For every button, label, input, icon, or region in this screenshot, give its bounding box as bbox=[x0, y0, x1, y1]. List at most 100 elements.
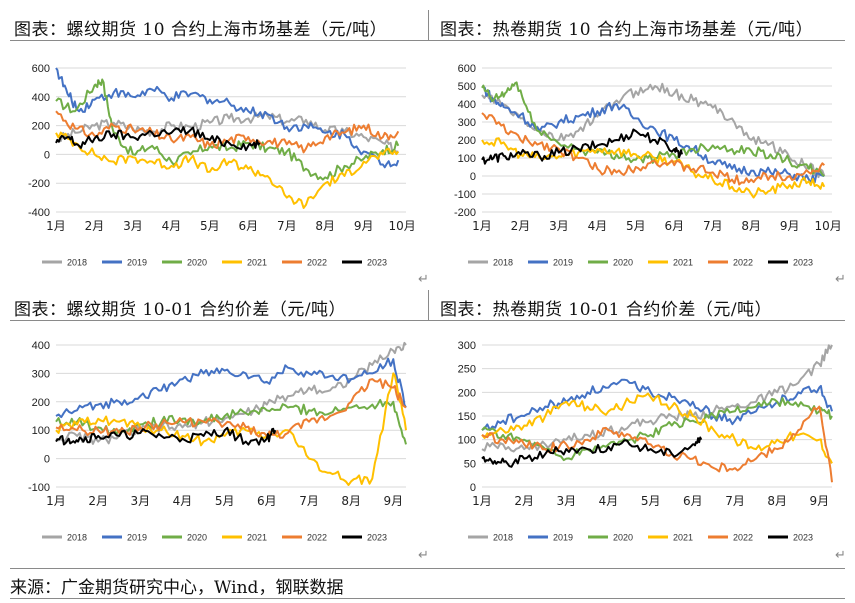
series-line-2019 bbox=[481, 85, 825, 184]
x-tick-label: 4月 bbox=[173, 494, 193, 508]
legend-label: 2020 bbox=[613, 533, 633, 543]
series-line-2021 bbox=[481, 392, 833, 464]
legend-label: 2021 bbox=[247, 258, 267, 268]
legend-label: 2023 bbox=[367, 533, 387, 543]
series-line-2020 bbox=[55, 78, 400, 181]
legend-label: 2023 bbox=[367, 258, 387, 268]
x-tick-label: 8月 bbox=[341, 494, 361, 508]
return-mark-1: ↵ bbox=[418, 272, 429, 287]
y-tick-label: 50 bbox=[464, 458, 476, 470]
x-tick-label: 4月 bbox=[588, 219, 608, 233]
source-note: 来源：广金期货研究中心，Wind，钢联数据 bbox=[10, 578, 344, 598]
y-tick-label: 400 bbox=[458, 99, 476, 111]
legend-label: 2020 bbox=[613, 258, 633, 268]
y-tick-label: 200 bbox=[32, 121, 50, 133]
return-mark-3: ↵ bbox=[418, 548, 429, 563]
x-tick-label: 8月 bbox=[315, 219, 335, 233]
legend-label: 2023 bbox=[793, 533, 813, 543]
x-tick-label: 2月 bbox=[514, 494, 534, 508]
legend-label: 2020 bbox=[187, 533, 207, 543]
y-tick-label: -200 bbox=[454, 207, 476, 219]
x-tick-label: 3月 bbox=[123, 219, 143, 233]
x-tick-label: 6月 bbox=[664, 219, 684, 233]
y-tick-label: 600 bbox=[32, 63, 50, 75]
legend-label: 2021 bbox=[673, 258, 693, 268]
series-line-2023 bbox=[55, 426, 277, 446]
x-tick-label: 8月 bbox=[741, 219, 761, 233]
y-tick-label: 600 bbox=[458, 63, 476, 75]
series-line-2019 bbox=[55, 357, 407, 419]
y-tick-label: 400 bbox=[32, 92, 50, 104]
legend-label: 2023 bbox=[793, 258, 813, 268]
y-tick-label: 500 bbox=[458, 81, 476, 93]
series-line-2021 bbox=[481, 137, 826, 199]
x-tick-label: 5月 bbox=[215, 494, 235, 508]
legend-label: 2021 bbox=[247, 533, 267, 543]
x-tick-label: 7月 bbox=[725, 494, 745, 508]
chart-title-rebar-basis: 图表：螺纹期货 10 合约上海市场基差（元/吨） bbox=[14, 20, 388, 40]
chart-title-hrc-basis: 图表：热卷期货 10 合约上海市场基差（元/吨） bbox=[440, 20, 814, 40]
x-tick-label: 4月 bbox=[599, 494, 619, 508]
legend-label: 2022 bbox=[307, 533, 327, 543]
x-tick-label: 1月 bbox=[472, 494, 492, 508]
title-rule-top bbox=[10, 40, 845, 41]
return-mark-4: ↵ bbox=[835, 548, 846, 563]
series-line-2018 bbox=[481, 344, 833, 453]
legend-label: 2019 bbox=[127, 533, 147, 543]
x-tick-label: 1月 bbox=[46, 219, 66, 233]
return-mark-2: ↵ bbox=[835, 272, 846, 287]
y-tick-label: -100 bbox=[28, 482, 50, 494]
bottom-rule bbox=[10, 598, 845, 599]
legend-label: 2020 bbox=[187, 258, 207, 268]
column-divider-top bbox=[428, 10, 429, 40]
y-tick-label: -200 bbox=[28, 178, 50, 190]
chart-title-rebar-spread: 图表：螺纹期货 10-01 合约价差（元/吨） bbox=[14, 300, 347, 320]
legend-label: 2018 bbox=[493, 258, 513, 268]
x-tick-label: 2月 bbox=[88, 494, 108, 508]
y-tick-label: -100 bbox=[454, 189, 476, 201]
series-line-2022 bbox=[481, 405, 833, 483]
y-tick-label: 0 bbox=[470, 482, 476, 494]
x-tick-label: 1月 bbox=[472, 219, 492, 233]
series-line-2023 bbox=[481, 436, 703, 468]
x-tick-label: 8月 bbox=[767, 494, 787, 508]
y-tick-label: 150 bbox=[458, 411, 476, 423]
series-line-2020 bbox=[55, 398, 407, 445]
x-tick-label: 2月 bbox=[511, 219, 531, 233]
series-line-2021 bbox=[55, 372, 407, 486]
x-tick-label: 9月 bbox=[354, 219, 374, 233]
x-tick-label: 4月 bbox=[162, 219, 182, 233]
legend-label: 2022 bbox=[307, 258, 327, 268]
series-line-2022 bbox=[481, 112, 826, 186]
series-line-2018 bbox=[55, 341, 407, 445]
source-rule bbox=[10, 568, 845, 569]
x-tick-label: 5月 bbox=[626, 219, 646, 233]
legend-label: 2018 bbox=[67, 533, 87, 543]
y-tick-label: 0 bbox=[44, 149, 50, 161]
x-tick-label: 3月 bbox=[549, 219, 569, 233]
series-line-2022 bbox=[55, 110, 400, 154]
y-tick-label: 100 bbox=[458, 153, 476, 165]
series-line-2021 bbox=[55, 131, 400, 209]
y-tick-label: 200 bbox=[32, 397, 50, 409]
series-line-2019 bbox=[55, 67, 400, 169]
y-tick-label: 100 bbox=[458, 435, 476, 447]
legend-label: 2021 bbox=[673, 533, 693, 543]
y-tick-label: 200 bbox=[458, 135, 476, 147]
x-tick-label: 7月 bbox=[277, 219, 297, 233]
x-tick-label: 9月 bbox=[384, 494, 404, 508]
series-line-2018 bbox=[55, 111, 399, 154]
y-tick-label: 300 bbox=[458, 340, 476, 352]
x-tick-label: 5月 bbox=[641, 494, 661, 508]
x-tick-label: 2月 bbox=[85, 219, 105, 233]
title-rule-middle bbox=[10, 320, 845, 321]
x-tick-label: 5月 bbox=[200, 219, 220, 233]
series-line-2023 bbox=[481, 128, 683, 165]
series-line-2023 bbox=[55, 126, 261, 152]
chart-title-hrc-spread: 图表：热卷期货 10-01 合约价差（元/吨） bbox=[440, 300, 773, 320]
legend-label: 2018 bbox=[493, 533, 513, 543]
x-tick-label: 1月 bbox=[46, 494, 66, 508]
series-line-2020 bbox=[481, 397, 833, 462]
